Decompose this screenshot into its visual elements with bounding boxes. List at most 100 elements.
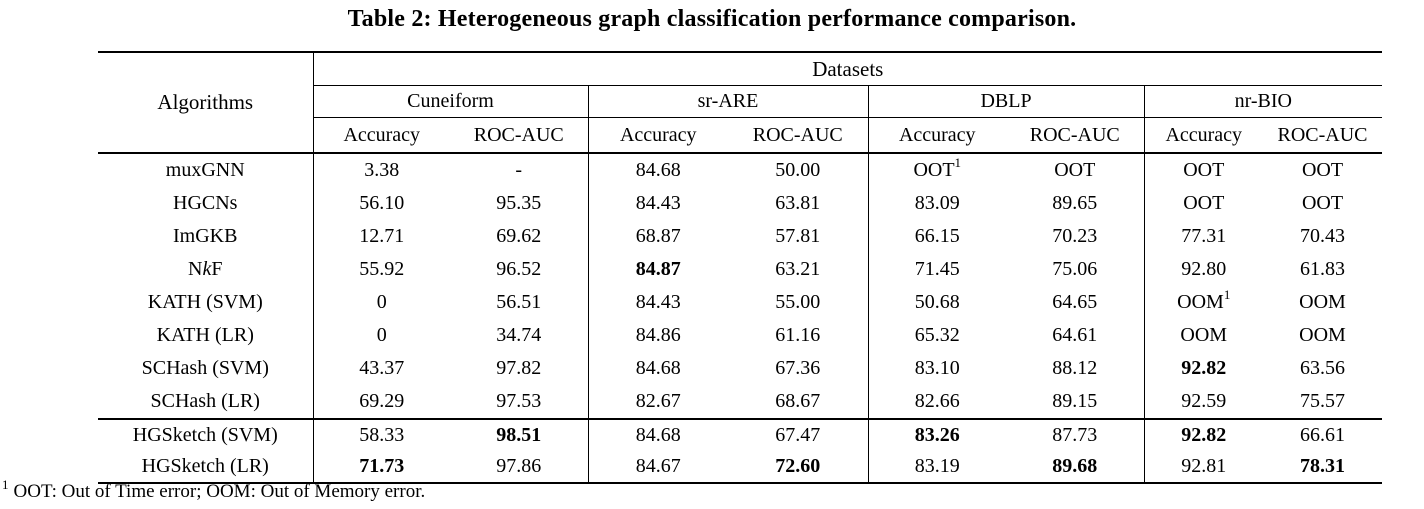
footnote-reference: 1: [1223, 287, 1231, 303]
metric-value: 61.16: [775, 324, 821, 346]
metric-value: 66.61: [1263, 418, 1383, 451]
metric-value: OOM: [1299, 324, 1346, 346]
metric-value: 84.86: [587, 319, 728, 352]
metric-value: 84.87: [587, 253, 728, 286]
metric-value: 71.45: [867, 253, 1006, 286]
metric-value: 72.60: [728, 451, 868, 484]
table-caption: Table 2: Heterogeneous graph classificat…: [347, 6, 1077, 32]
algorithm-name: HGCNs: [173, 192, 238, 214]
metric-value: -: [515, 159, 523, 181]
algorithms-header: Algorithms: [98, 52, 313, 154]
metric-value: 84.68: [587, 352, 728, 385]
table-row: HGSketch (SVM) 58.33 98.51 84.68 67.47 83.26 8…: [98, 418, 1383, 451]
metric-value: 3.38: [312, 153, 450, 187]
metric-value: 75.57: [1300, 390, 1346, 412]
metric-value: 66.15: [867, 220, 1006, 253]
table-row: SCHash (LR) 69.29 97.53 82.67 68.67 82.66 89.1…: [98, 385, 1382, 419]
algorithm-name: SCHash (SVM): [141, 357, 269, 379]
header-row-datasets: Algorithms Datasets: [98, 52, 1383, 154]
metric-value: 84.68: [587, 418, 728, 451]
metric-value: OOT: [1143, 187, 1263, 220]
metric-value: 95.35: [496, 192, 542, 214]
metric-value: 64.65: [1052, 291, 1098, 313]
algorithm-name: KATH (SVM): [147, 291, 263, 313]
metric-value: OOT1: [867, 153, 1006, 187]
metric-header-accuracy: Accuracy: [587, 117, 728, 154]
metric-value: 92.82: [1143, 418, 1263, 451]
footnote-reference: 1: [954, 155, 962, 171]
metric-value: 97.82: [496, 357, 542, 379]
table-footnote: 1 OOT: Out of Time error; OOM: Out of Mem…: [2, 478, 425, 503]
metric-header-roc-auc: ROC-AUC: [1006, 117, 1144, 154]
metric-header-accuracy: Accuracy: [312, 117, 450, 154]
metric-value: 50.68: [867, 286, 1006, 319]
metric-value: 69.29: [312, 385, 450, 419]
metric-value: 70.43: [1300, 225, 1346, 247]
table-row: ImGKB 12.71 69.62 68.87 57.81 66.15 70.23 77.31…: [98, 220, 1382, 253]
metric-value: 92.80: [1143, 253, 1263, 286]
table-row: HGSketch (LR) 71.73 97.86 84.67 72.60 83.19 89…: [98, 451, 1383, 484]
metric-value: 56.51: [496, 291, 542, 313]
table-row: muxGNN 3.38 - 84.68 50.00 OOT1 OOT OOT OOT: [98, 153, 1382, 187]
metric-value: 97.53: [496, 390, 542, 412]
metric-value: 89.65: [1052, 192, 1098, 214]
metric-value: 77.31: [1143, 220, 1263, 253]
metric-value: 58.33: [312, 418, 450, 451]
dataset-group-cuneiform: Cuneiform: [312, 85, 588, 118]
metric-value: 67.47: [728, 418, 868, 451]
metric-value: 83.26: [867, 418, 1006, 451]
algorithm-name: HGSketch (SVM): [98, 418, 313, 451]
algorithm-name: NkF: [188, 258, 223, 280]
metric-value: 68.67: [775, 390, 821, 412]
metric-value: 56.10: [312, 187, 450, 220]
metric-value: 84.68: [587, 153, 728, 187]
metric-value: 82.67: [587, 385, 728, 419]
metric-header-accuracy: Accuracy: [867, 117, 1006, 154]
metric-value: 64.61: [1052, 324, 1098, 346]
metric-value: OOM: [1143, 319, 1263, 352]
metric-value: 92.81: [1143, 451, 1263, 484]
header-row-metrics: Accuracy ROC-AUC Accuracy ROC-AUC Accura…: [98, 117, 1383, 154]
metric-value: 63.81: [775, 192, 821, 214]
dataset-group-dblp: DBLP: [867, 85, 1144, 118]
metric-value: 84.67: [587, 451, 728, 484]
metric-value: 89.15: [1052, 390, 1098, 412]
algorithm-name: HGSketch (LR): [98, 451, 313, 484]
metric-value: 55.92: [312, 253, 450, 286]
metric-header-roc-auc: ROC-AUC: [450, 117, 588, 154]
header-row-groups: Cuneiform sr-ARE DBLP nr-BIO: [98, 85, 1383, 118]
metric-value: OOM1: [1143, 286, 1263, 319]
metric-value: 84.43: [587, 286, 728, 319]
table-row: KATH (SVM) 0 56.51 84.43 55.00 50.68 64.65 OOM1…: [98, 286, 1382, 319]
table-row: SCHash (SVM) 43.37 97.82 84.68 67.36 83.10 88.…: [98, 352, 1382, 385]
metric-value: 83.19: [867, 451, 1006, 484]
metric-value: 97.86: [450, 451, 588, 484]
results-table: Algorithms Datasets Cuneiform sr-ARE DBL…: [98, 51, 1383, 484]
metric-value: 71.73: [312, 451, 450, 484]
metric-value: 65.32: [867, 319, 1006, 352]
metric-value: 67.36: [775, 357, 821, 379]
algorithm-name: SCHash (LR): [150, 390, 260, 412]
metric-value: 84.43: [587, 187, 728, 220]
metric-value: 68.87: [587, 220, 728, 253]
metric-value: OOT: [1143, 153, 1263, 187]
table-row: HGCNs 56.10 95.35 84.43 63.81 83.09 89.65 OOT OO…: [98, 187, 1382, 220]
metric-header-roc-auc: ROC-AUC: [1263, 117, 1383, 154]
datasets-header: Datasets: [312, 52, 1383, 86]
metric-value: OOT: [1301, 159, 1344, 181]
metric-value: 69.62: [496, 225, 542, 247]
metric-value: 87.73: [1006, 418, 1144, 451]
algorithm-name: muxGNN: [165, 159, 245, 181]
metric-value: 70.23: [1052, 225, 1098, 247]
metric-value: 12.71: [312, 220, 450, 253]
metric-value: OOT: [1054, 159, 1096, 181]
dataset-group-nr-bio: nr-BIO: [1143, 85, 1383, 118]
metric-value: 55.00: [775, 291, 821, 313]
metric-value: 78.31: [1263, 451, 1383, 484]
metric-value: 0: [312, 286, 450, 319]
metric-value: 63.21: [775, 258, 821, 280]
metric-value: 96.52: [496, 258, 542, 280]
metric-value: OOT: [1301, 192, 1344, 214]
metric-value: 88.12: [1052, 357, 1098, 379]
